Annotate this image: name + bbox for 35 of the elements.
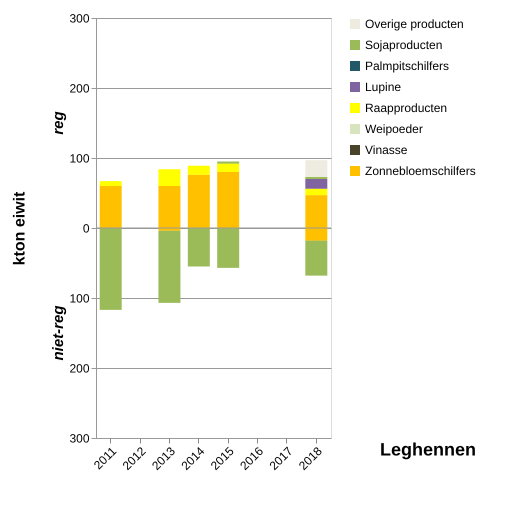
bar bbox=[305, 160, 328, 177]
y-tick-label: 200 bbox=[69, 362, 90, 376]
legend-label: Palmpitschilfers bbox=[365, 59, 450, 73]
bar bbox=[158, 230, 180, 303]
bar bbox=[100, 186, 122, 228]
bar bbox=[217, 172, 240, 228]
legend-label: Raapproducten bbox=[365, 101, 448, 115]
bar bbox=[305, 188, 328, 196]
legend-label: Overige producten bbox=[365, 17, 464, 31]
legend-label: Weipoeder bbox=[365, 122, 423, 136]
y-tick-label: 300 bbox=[69, 12, 90, 26]
legend-label: Vinasse bbox=[365, 143, 408, 157]
legend-label: Zonnebloemschilfers bbox=[365, 164, 476, 178]
y-tick-label: 100 bbox=[69, 292, 90, 306]
bar bbox=[305, 179, 328, 189]
y-axis-title: kton eiwit bbox=[11, 190, 28, 266]
text: reg bbox=[50, 111, 67, 135]
text: Leghennen bbox=[380, 440, 476, 460]
bar bbox=[217, 228, 240, 268]
bar bbox=[188, 228, 210, 266]
bar bbox=[188, 174, 210, 228]
y-tick-label: 300 bbox=[69, 432, 90, 446]
legend-label: Sojaproducten bbox=[365, 38, 442, 52]
legend-label: Lupine bbox=[365, 80, 402, 94]
bar bbox=[158, 169, 180, 186]
bar bbox=[217, 164, 240, 172]
bar bbox=[100, 181, 122, 186]
bar bbox=[100, 228, 122, 310]
bar bbox=[158, 186, 180, 228]
bar bbox=[305, 240, 328, 276]
y-tick-label: 0 bbox=[82, 222, 90, 236]
bar bbox=[188, 166, 210, 175]
text: niet-reg bbox=[50, 305, 67, 361]
y-tick-label: 200 bbox=[69, 82, 90, 96]
y-tick-label: 100 bbox=[69, 152, 90, 166]
